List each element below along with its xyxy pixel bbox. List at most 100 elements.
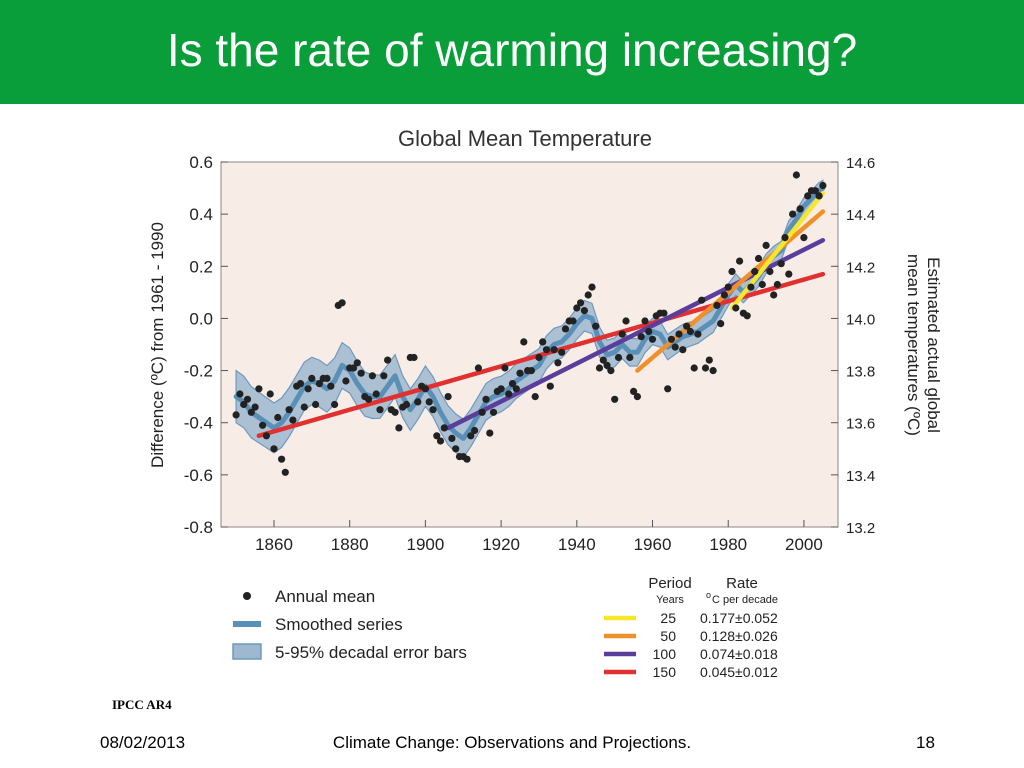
y-right-tick-label: 14.2	[846, 259, 875, 276]
source-note: IPCC AR4	[112, 697, 172, 712]
annual-mean-point	[701, 364, 710, 372]
annual-mean-layer	[232, 171, 827, 476]
x-tick-label: 1940	[558, 535, 596, 554]
annual-mean-point	[789, 210, 797, 218]
annual-mean-point	[338, 299, 346, 307]
annual-mean-point	[777, 260, 785, 268]
annual-mean-point	[713, 301, 721, 309]
annual-mean-point	[577, 299, 585, 307]
global-mean-temperature-chart: Global Mean Temperature 0.6 0.4 0.2 0.0 -0.2…	[148, 126, 943, 680]
annual-mean-point	[539, 338, 547, 346]
annual-mean-point	[732, 304, 740, 312]
annual-mean-point	[736, 257, 744, 265]
annual-mean-point	[251, 403, 259, 411]
annual-mean-point	[637, 333, 645, 341]
annual-mean-point	[683, 322, 691, 330]
annual-mean-point	[489, 408, 498, 416]
annual-mean-point	[584, 291, 592, 299]
annual-mean-point	[312, 400, 320, 409]
y-axis-left: 0.6 0.4 0.2 0.0 -0.2 -0.4 -0.6 -0.8	[184, 153, 228, 537]
annual-mean-point	[501, 364, 509, 372]
annual-mean-point	[262, 432, 270, 440]
y-tick-label: -0.4	[184, 414, 213, 433]
annual-mean-point	[588, 283, 596, 291]
x-tick-label: 1900	[406, 535, 444, 554]
annual-mean-point	[561, 325, 570, 333]
chart-title: Global Mean Temperature	[398, 126, 652, 151]
annual-mean-point	[743, 312, 751, 320]
y-axis-left-label: Difference (ºC) from 1961 - 1990	[148, 222, 167, 468]
annual-mean-point	[728, 267, 736, 276]
annual-mean-point	[630, 387, 638, 395]
x-axis: 1860 1880 1900 1920 1940 1960 1980 2000	[255, 520, 823, 554]
annual-mean-point	[289, 416, 297, 424]
y-tick-label: 0.6	[189, 153, 213, 172]
annual-mean-point	[353, 359, 361, 367]
annual-mean-point	[414, 398, 422, 406]
annual-mean-point	[368, 372, 376, 380]
annual-mean-point	[607, 367, 615, 375]
rate-table-rate-sub: C per decade	[712, 594, 778, 606]
annual-mean-point	[580, 307, 589, 315]
annual-mean-point	[410, 353, 418, 362]
annual-mean-point	[281, 468, 289, 476]
annual-mean-point	[440, 424, 448, 432]
legend-band-symbol	[232, 643, 262, 660]
y-tick-label: -0.8	[184, 518, 213, 537]
chart-legend: Annual mean Smoothed series 5-95% decadal …	[232, 587, 467, 662]
slide-title: Is the rate of warming increasing?	[166, 24, 858, 76]
annual-mean-point	[811, 187, 819, 195]
annual-mean-point	[425, 398, 433, 406]
annual-mean-point	[512, 385, 520, 393]
y-axis-right-label-line2: mean temperatures (ºC)	[904, 254, 923, 436]
annual-mean-point	[724, 283, 732, 291]
y-tick-label: 0.2	[189, 257, 213, 276]
title-bar	[0, 0, 1024, 104]
annual-mean-point	[304, 385, 312, 393]
annual-mean-point	[546, 382, 554, 390]
annual-mean-point	[270, 445, 278, 453]
rate-table-period: 50	[660, 628, 676, 644]
annual-mean-point	[664, 385, 672, 393]
annual-mean-point	[535, 353, 543, 362]
annual-mean-point	[232, 411, 240, 419]
x-tick-label: 1960	[634, 535, 672, 554]
annual-mean-point	[698, 296, 706, 304]
annual-mean-point	[505, 390, 513, 398]
annual-mean-point	[671, 343, 679, 351]
annual-mean-point	[402, 400, 411, 409]
annual-mean-point	[243, 395, 252, 403]
annual-mean-point	[766, 267, 774, 276]
annual-mean-point	[804, 192, 812, 200]
plot-area	[220, 161, 839, 528]
annual-mean-point	[395, 424, 403, 432]
rate-table: Period Rate Years o C per decade 25 0.177±0.05…	[604, 575, 778, 680]
trend-line-50	[635, 209, 826, 373]
annual-mean-point	[508, 380, 517, 388]
y-tick-label: 0.4	[189, 205, 213, 224]
annual-mean-point	[633, 393, 642, 401]
legend-dot-symbol	[243, 592, 251, 600]
annual-mean-point	[751, 267, 759, 276]
x-tick-label: 1880	[331, 535, 369, 554]
annual-mean-point	[315, 380, 323, 388]
annual-mean-point	[300, 403, 308, 411]
annual-mean-point	[660, 309, 668, 317]
y-right-tick-label: 14.0	[846, 311, 875, 328]
annual-mean-point	[558, 348, 566, 356]
annual-mean-point	[645, 327, 653, 336]
annual-mean-point	[758, 280, 766, 289]
annual-mean-point	[433, 432, 441, 440]
annual-mean-point	[550, 346, 558, 354]
annual-mean-point	[452, 445, 460, 453]
y-axis-right-label-line1: Estimated actual global	[924, 257, 943, 433]
annual-mean-point	[474, 364, 482, 372]
annual-mean-point	[542, 346, 551, 354]
annual-mean-point	[705, 356, 713, 364]
rate-table-rate: 0.128±0.026	[700, 628, 778, 644]
footer-date: 08/02/2013	[100, 733, 186, 752]
y-tick-label: 0.0	[189, 309, 213, 328]
annual-mean-point	[448, 434, 456, 442]
y-right-tick-label: 13.2	[846, 520, 875, 537]
annual-mean-point	[240, 400, 248, 409]
